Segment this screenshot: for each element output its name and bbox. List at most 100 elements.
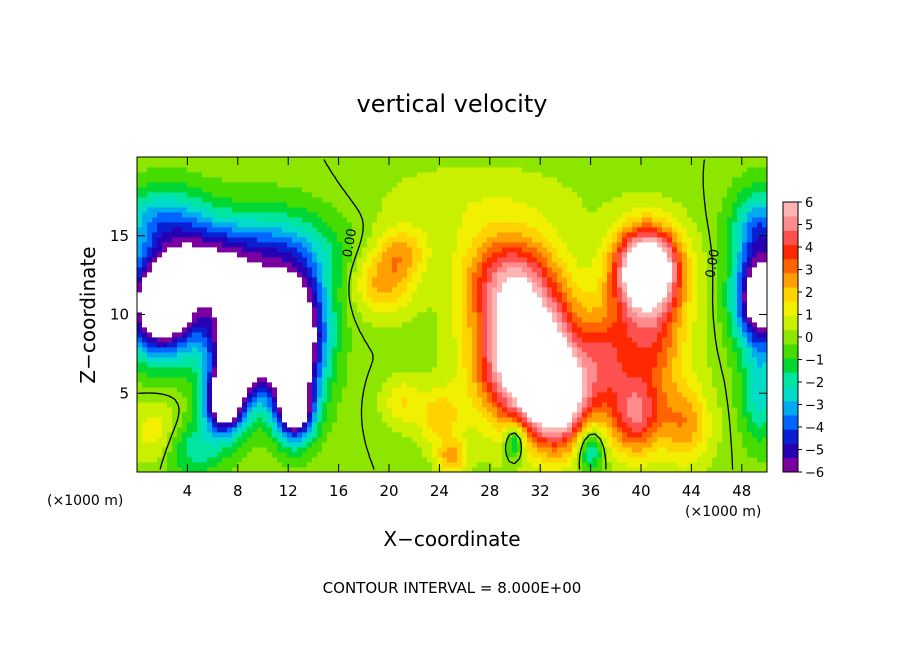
heatmap-cell [482,397,488,403]
heatmap-cell [162,342,168,348]
heatmap-cell [512,442,518,448]
heatmap-cell [472,427,478,433]
heatmap-cell [187,467,193,472]
heatmap-cell [427,432,433,438]
heatmap-cell [677,312,683,318]
heatmap-cell [147,452,153,458]
heatmap-cell [242,407,248,413]
heatmap-cell [462,407,468,413]
heatmap-cell [262,352,268,358]
heatmap-cell [752,302,758,308]
heatmap-cell [432,387,438,393]
heatmap-cell [522,312,528,318]
heatmap-cell [582,322,588,328]
heatmap-cell [277,422,283,428]
heatmap-cell [732,427,738,433]
heatmap-cell [192,422,198,428]
heatmap-cell [587,302,593,308]
heatmap-cell [197,412,203,418]
heatmap-cell [237,327,243,333]
heatmap-cell [532,322,538,328]
heatmap-cell [212,367,218,373]
heatmap-cell [197,342,203,348]
heatmap-cell [617,407,623,413]
heatmap-cell [502,362,508,368]
heatmap-cell [352,367,358,373]
heatmap-cell [347,462,353,468]
heatmap-cell [602,412,608,418]
heatmap-cell [432,312,438,318]
heatmap-cell [562,382,568,388]
heatmap-cell [462,367,468,373]
heatmap-cell [727,382,733,388]
heatmap-cell [352,377,358,383]
heatmap-cell [182,467,188,472]
heatmap-cell [522,317,528,323]
heatmap-cell [307,407,313,413]
heatmap-cell [237,362,243,368]
heatmap-cell [227,392,233,398]
heatmap-cell [232,407,238,413]
heatmap-cell [352,407,358,413]
heatmap-cell [657,412,663,418]
heatmap-cell [647,332,653,338]
heatmap-cell [322,452,328,458]
heatmap-cell [662,277,668,283]
heatmap-cell [187,322,193,328]
heatmap-cell [397,362,403,368]
heatmap-cell [597,322,603,328]
heatmap-cell [362,422,368,428]
heatmap-cell [292,412,298,418]
heatmap-cell [432,447,438,453]
heatmap-cell [522,362,528,368]
heatmap-cell [542,317,548,323]
heatmap-cell [247,342,253,348]
heatmap-cell [167,432,173,438]
heatmap-cell [192,367,198,373]
heatmap-cell [722,447,728,453]
heatmap-cell [727,347,733,353]
heatmap-cell [222,417,228,423]
heatmap-cell [147,292,153,298]
heatmap-cell [747,427,753,433]
heatmap-cell [287,457,293,463]
heatmap-cell [462,342,468,348]
heatmap-cell [597,307,603,313]
heatmap-cell [367,427,373,433]
heatmap-cell [312,342,318,348]
heatmap-cell [587,397,593,403]
heatmap-cell [682,317,688,323]
heatmap-cell [387,452,393,458]
heatmap-cell [582,407,588,413]
heatmap-cell [342,417,348,423]
heatmap-cell [202,377,208,383]
heatmap-cell [367,342,373,348]
heatmap-cell [757,317,763,323]
heatmap-cell [587,277,593,283]
heatmap-cell [607,392,613,398]
heatmap-cell [492,362,498,368]
heatmap-cell [477,362,483,368]
heatmap-cell [147,377,153,383]
heatmap-cell [462,432,468,438]
heatmap-cell [427,362,433,368]
heatmap-cell [232,392,238,398]
heatmap-cell [292,447,298,453]
heatmap-cell [442,352,448,358]
heatmap-cell [267,287,273,293]
heatmap-cell [632,412,638,418]
heatmap-cell [217,387,223,393]
heatmap-cell [662,382,668,388]
heatmap-cell [172,352,178,358]
heatmap-cell [597,382,603,388]
heatmap-cell [377,397,383,403]
heatmap-cell [457,427,463,433]
heatmap-cell [297,337,303,343]
heatmap-cell [542,382,548,388]
heatmap-cell [397,387,403,393]
heatmap-cell [167,457,173,463]
heatmap-cell [277,312,283,318]
heatmap-cell [257,277,263,283]
heatmap-cell [442,437,448,443]
heatmap-cell [497,357,503,363]
